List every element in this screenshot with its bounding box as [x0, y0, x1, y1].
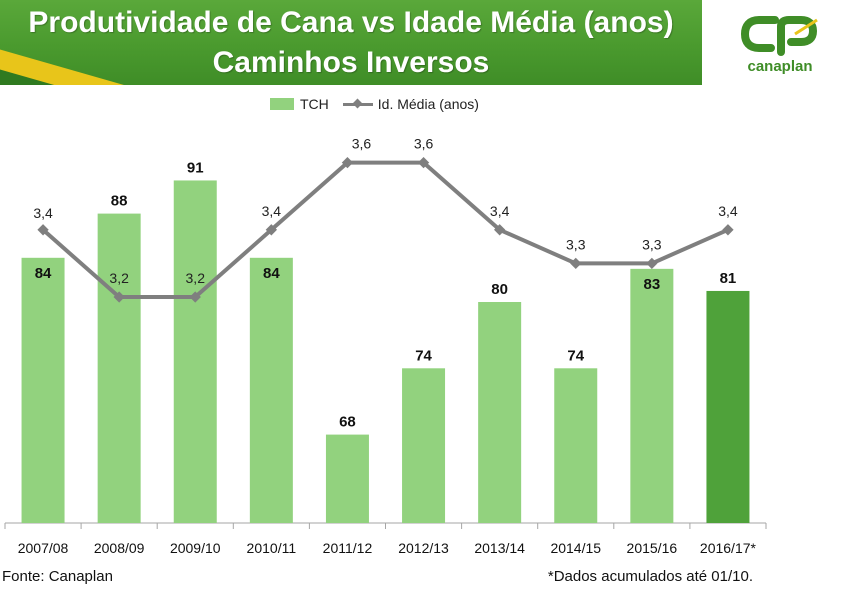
bar-tch	[402, 368, 446, 523]
legend-label-idade: Id. Média (anos)	[377, 96, 479, 112]
bar-value-label: 74	[567, 347, 584, 364]
bar-value-label: 74	[415, 347, 432, 364]
bar-value-label: 84	[263, 265, 280, 282]
x-tick-label: 2009/10	[170, 540, 221, 556]
x-tick-label: 2015/16	[627, 540, 678, 556]
chart-title: Produtividade de Cana vs Idade Média (an…	[28, 6, 674, 39]
legend-line-swatch	[342, 98, 373, 110]
line-value-label: 3,4	[490, 203, 510, 219]
line-value-label: 3,2	[186, 270, 206, 286]
bar-value-label: 80	[491, 281, 508, 298]
bar-value-label: 88	[111, 193, 128, 210]
bar-tch	[478, 302, 522, 523]
line-value-label: 3,2	[109, 270, 129, 286]
line-value-label: 3,3	[642, 236, 662, 252]
line-value-label: 3,4	[33, 205, 53, 221]
canaplan-logo: canaplan	[735, 14, 825, 78]
x-tick-label: 2008/09	[94, 540, 145, 556]
line-point-marker	[570, 257, 582, 270]
canaplan-logo-mark	[740, 16, 818, 56]
bar-value-label: 91	[187, 159, 204, 176]
line-point-marker	[646, 257, 658, 270]
line-value-label: 3,4	[718, 203, 738, 219]
line-point-marker	[417, 156, 430, 169]
line-point-marker	[189, 291, 201, 303]
chart-subtitle: Caminhos Inversos	[212, 46, 490, 79]
legend-label-tch: TCH	[300, 96, 329, 112]
x-tick-label: 2010/11	[247, 540, 297, 556]
x-tick-label: 2013/14	[474, 540, 525, 556]
title-banner: Produtividade de Cana vs Idade Média (an…	[0, 0, 702, 85]
line-point-marker	[722, 224, 734, 236]
line-value-label: 3,3	[566, 236, 586, 252]
line-point-marker	[341, 156, 354, 169]
bar-tch	[21, 257, 65, 523]
line-point-marker	[37, 224, 49, 236]
bar-tch	[173, 180, 217, 523]
legend-bar-swatch	[270, 98, 294, 110]
x-tick-label: 2011/12	[323, 540, 373, 556]
bar-tch	[97, 213, 141, 523]
bar-tch	[706, 290, 750, 523]
canaplan-logo-text: canaplan	[747, 58, 813, 75]
line-point-marker	[265, 224, 278, 236]
bar-tch	[630, 268, 674, 523]
line-value-label: 3,4	[262, 203, 282, 219]
chart-legend: TCH Id. Média (anos)	[270, 94, 479, 114]
source-note: Fonte: Canaplan	[2, 568, 113, 585]
line-point-marker	[493, 224, 506, 236]
x-tick-label: 2012/13	[398, 540, 449, 556]
bar-tch	[249, 257, 293, 523]
line-idade-media	[41, 160, 729, 299]
bar-tch	[325, 434, 369, 523]
footnote: *Dados acumulados até 01/10.	[547, 568, 753, 585]
x-tick-label: 2007/08	[18, 540, 69, 556]
bar-value-label: 84	[35, 265, 52, 282]
bar-value-label: 81	[720, 270, 737, 287]
line-value-label: 3,6	[352, 136, 372, 152]
bar-value-label: 83	[644, 276, 661, 293]
bar-value-label: 68	[339, 414, 356, 431]
x-tick-label: 2016/17*	[700, 540, 757, 556]
line-value-label: 3,6	[414, 136, 434, 152]
bar-tch	[554, 368, 598, 523]
x-tick-label: 2014/15	[550, 540, 601, 556]
